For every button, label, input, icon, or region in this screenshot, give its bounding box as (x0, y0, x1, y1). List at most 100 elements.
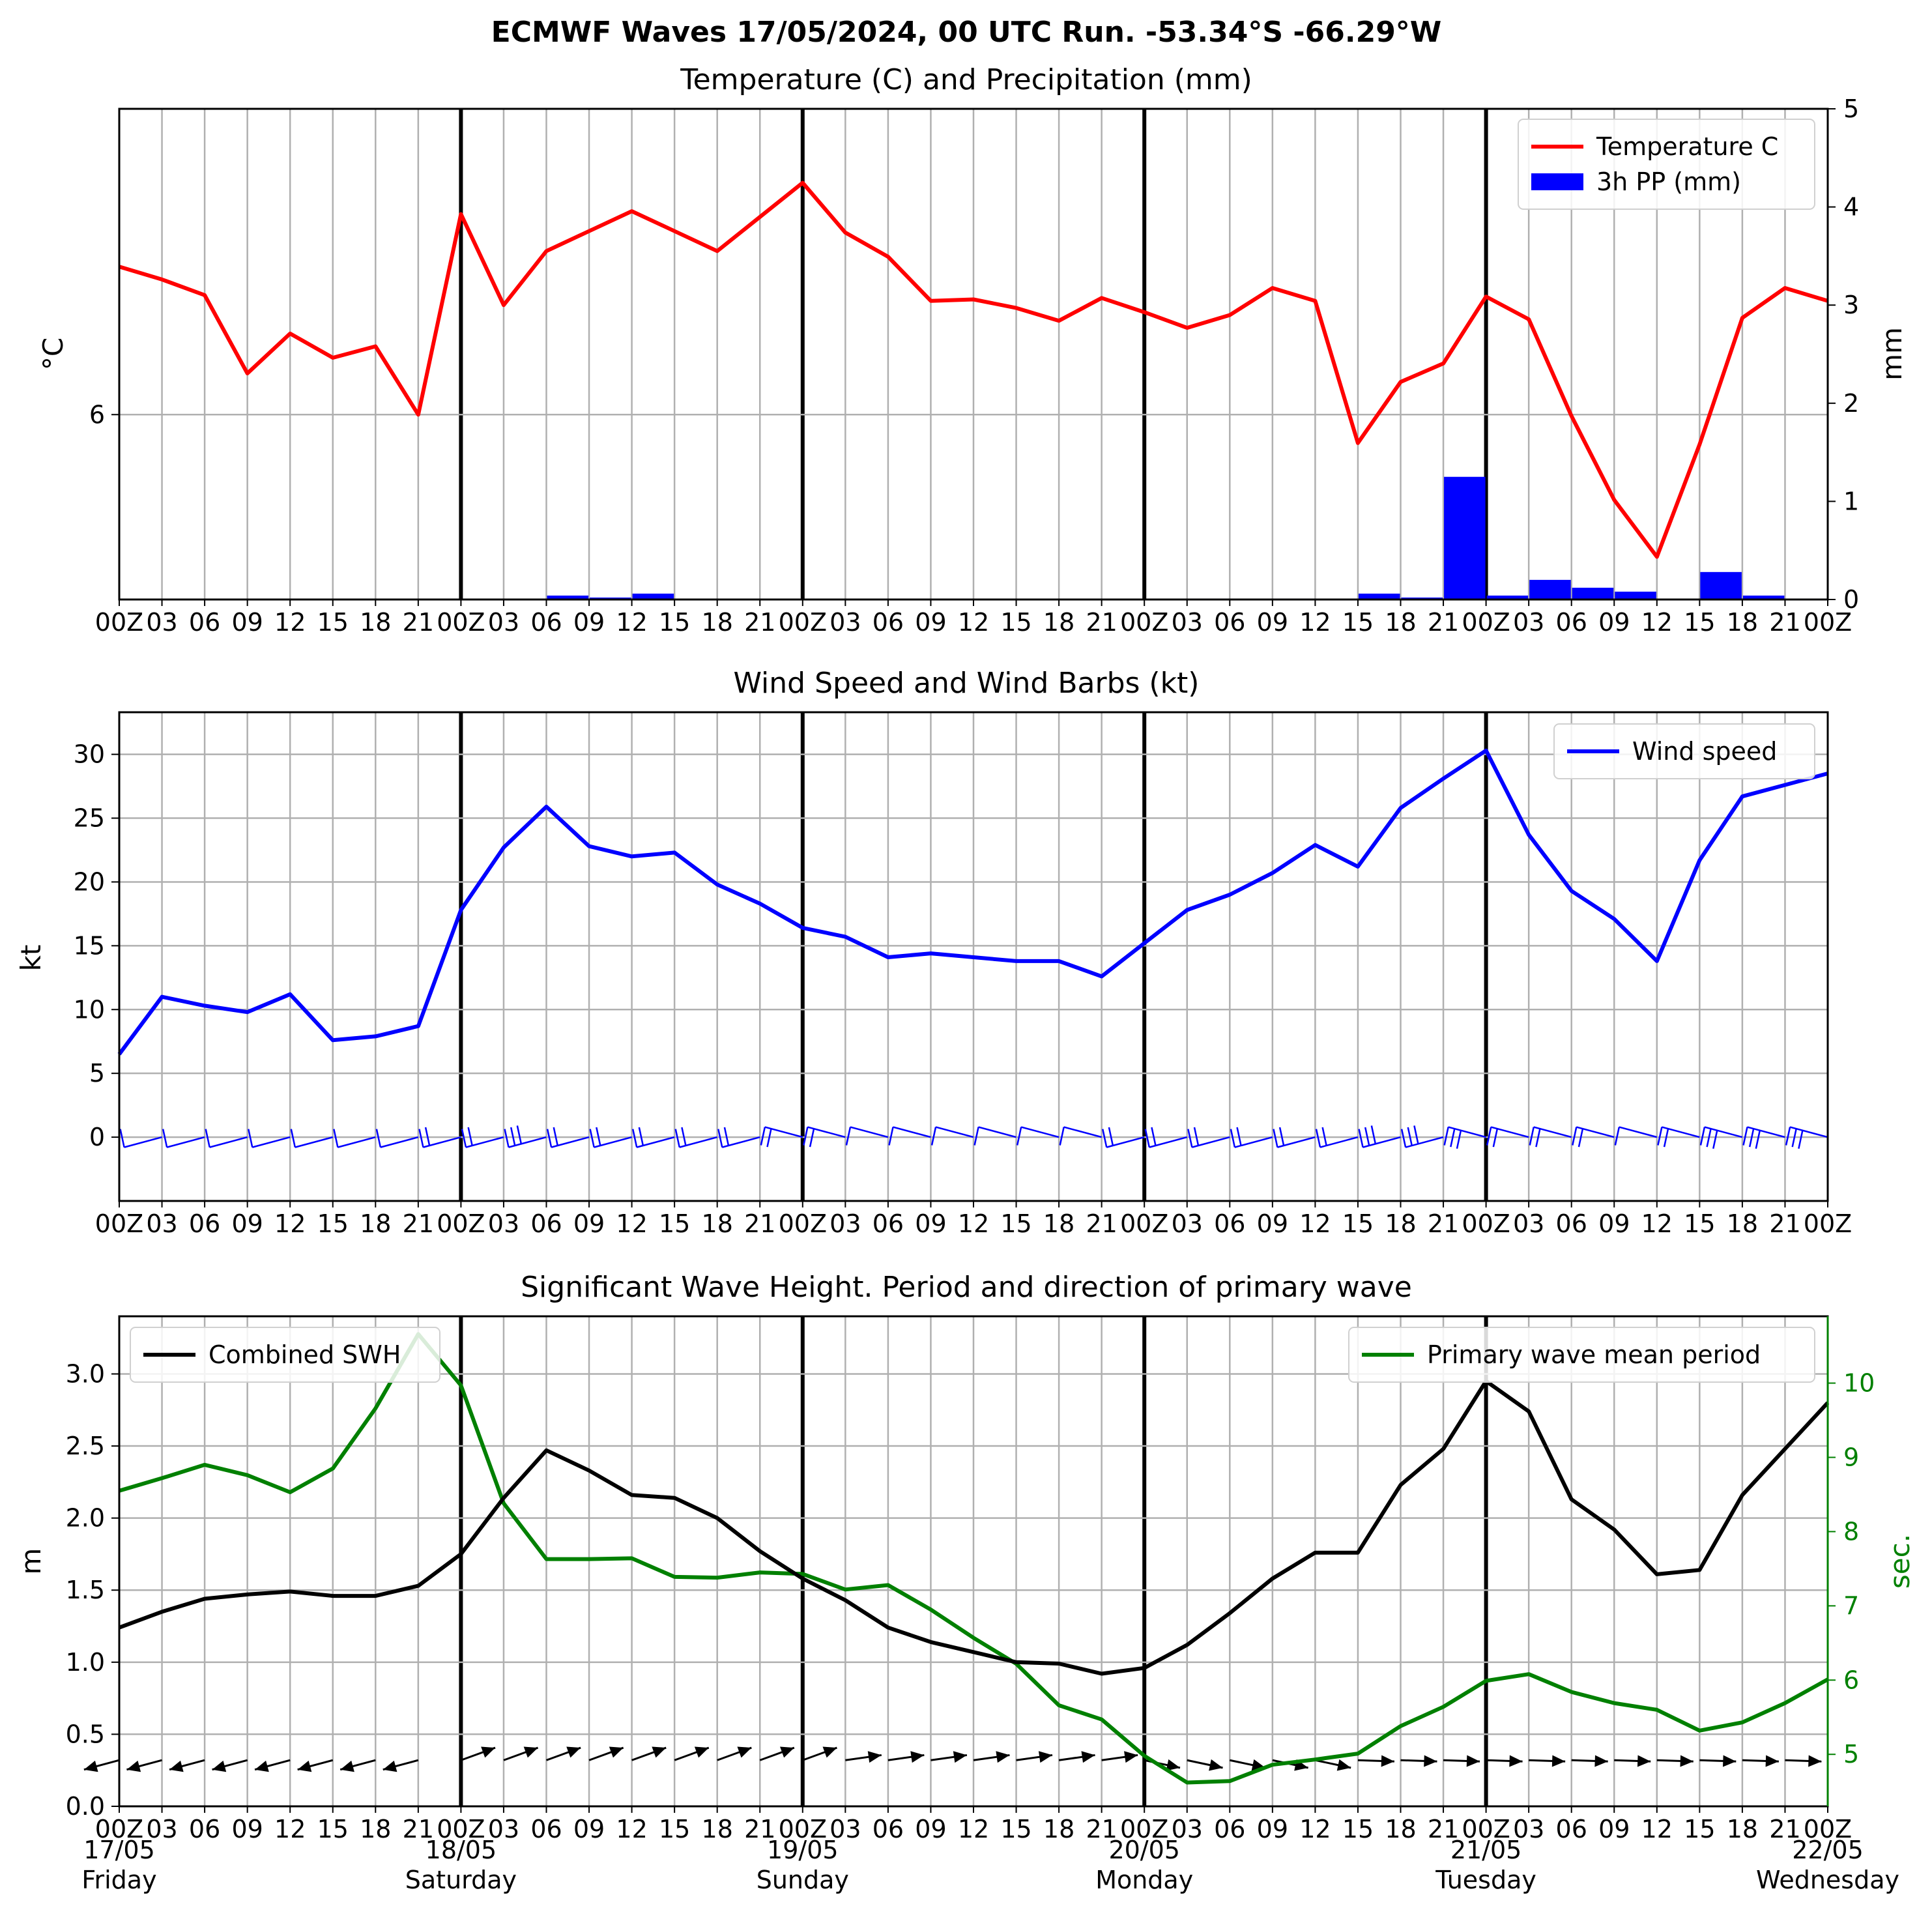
x-tick-label: 06 (530, 1815, 562, 1843)
wind-barb-flag (596, 1127, 601, 1146)
wind-barb (930, 1126, 974, 1146)
wave-arrow-head (566, 1746, 581, 1758)
x-tick-label: 00Z (1462, 608, 1510, 637)
wind-barb-flag (1273, 1129, 1278, 1148)
y-tick-label: 0.0 (66, 1792, 105, 1821)
x-tick-label: 09 (231, 608, 263, 637)
x-tick-label: 03 (1172, 608, 1203, 637)
wind-barb-flag (1486, 1127, 1492, 1146)
y-axis-label: m (15, 1548, 47, 1575)
x-tick-label: 18 (1043, 1815, 1074, 1843)
y2-tick-label: 2 (1843, 389, 1859, 418)
wave-arrow-head (340, 1760, 354, 1772)
wind-barb-flag (1535, 1128, 1541, 1148)
y2-tick-label: 6 (1843, 1666, 1859, 1694)
wind-barb-flag (1492, 1128, 1499, 1148)
precip-bar (1742, 595, 1785, 599)
wind-barb (1016, 1126, 1060, 1146)
wind-barb-flag (1108, 1127, 1114, 1146)
wind-barb (845, 1126, 889, 1146)
wind-barb-flag (1370, 1125, 1377, 1144)
wave-direction-arrow (382, 1759, 419, 1772)
x-tick-label: 15 (659, 1815, 690, 1843)
wave-direction-arrow (254, 1759, 291, 1772)
precip-bar (1529, 579, 1571, 599)
x-tick-label: 06 (530, 608, 562, 637)
wind-barb-flag (1798, 1130, 1804, 1149)
day-weekday-label: Saturday (405, 1866, 517, 1894)
wind-barb-shaft (1533, 1126, 1572, 1138)
wind-barb (1315, 1127, 1359, 1148)
x-tick-label: 09 (915, 608, 946, 637)
x-tick-label: 06 (1214, 1209, 1245, 1238)
x-tick-label: 00Z (1120, 1815, 1168, 1843)
x-tick-label: 09 (573, 608, 605, 637)
wind-barb-flag (1358, 1129, 1364, 1148)
y2-tick-label: 5 (1843, 1740, 1859, 1769)
y-axis-label: °C (37, 338, 69, 370)
y2-tick-label: 10 (1843, 1369, 1875, 1398)
x-tick-label: 18 (360, 1209, 391, 1238)
x-tick-label: 09 (231, 1209, 263, 1238)
x-tick-label: 15 (659, 1209, 690, 1238)
wind-barb (717, 1127, 760, 1148)
wave-arrow-head (1166, 1759, 1180, 1771)
wind-barb-flag (766, 1128, 772, 1148)
wave-arrow-head (523, 1746, 538, 1758)
wave-direction-arrow (1614, 1755, 1651, 1767)
wind-barb-flag (418, 1129, 424, 1148)
wind-barb (1529, 1126, 1572, 1148)
day-date-label: 17/05 (83, 1836, 155, 1864)
wave-arrow-head (1680, 1755, 1694, 1767)
wave-arrow-head (1466, 1755, 1480, 1767)
day-date-label: 22/05 (1792, 1836, 1864, 1864)
x-tick-label: 00Z (1804, 1815, 1852, 1843)
precip-bar (1444, 476, 1486, 599)
wind-barb-shaft (764, 1126, 803, 1138)
wind-barb-flag (1529, 1127, 1535, 1146)
wave-arrow-head (1124, 1751, 1138, 1763)
x-tick-label: 03 (829, 608, 861, 637)
x-tick-label: 12 (616, 1815, 647, 1843)
x-tick-label: 06 (189, 1815, 220, 1843)
wind-barb-flag (1456, 1130, 1462, 1149)
wave-direction-arrow (126, 1759, 162, 1772)
day-weekday-label: Monday (1095, 1866, 1193, 1894)
y-tick-label: 20 (74, 867, 105, 896)
x-tick-label: 18 (1385, 1815, 1416, 1843)
wind-barb (760, 1126, 803, 1148)
x-tick-label: 21 (744, 1209, 775, 1238)
wave-direction-arrow (1443, 1755, 1480, 1767)
x-tick-label: 03 (488, 1815, 519, 1843)
wave-direction-arrow (169, 1759, 205, 1772)
wind-barb (1358, 1125, 1401, 1148)
y2-tick-label: 8 (1843, 1517, 1859, 1546)
wave-direction-arrow (1571, 1755, 1608, 1767)
x-tick-label: 18 (1385, 608, 1416, 637)
wind-barb-shaft (209, 1136, 248, 1148)
x-tick-label: 21 (403, 1209, 434, 1238)
wave-direction-arrow (83, 1759, 120, 1772)
wind-barb-flag (1699, 1127, 1706, 1146)
wind-barb-shaft (1789, 1126, 1828, 1138)
wind-barb-shaft (1192, 1136, 1230, 1148)
wind-barb (631, 1127, 675, 1148)
y-tick-label: 1.0 (66, 1648, 105, 1677)
wind-barb-flag (1230, 1129, 1236, 1148)
wind-barb-shaft (166, 1136, 205, 1148)
y-tick-label: 15 (74, 931, 105, 960)
wind-barb (461, 1127, 504, 1148)
y2-tick-label: 7 (1843, 1591, 1859, 1620)
wind-barb-flag (723, 1127, 730, 1146)
x-tick-label: 21 (1769, 1209, 1800, 1238)
wind-barb-shaft (252, 1136, 291, 1148)
x-tick-label: 18 (702, 1815, 733, 1843)
wind-barb-flag (461, 1129, 467, 1148)
x-tick-label: 15 (1342, 608, 1374, 637)
day-weekday-label: Wednesday (1756, 1866, 1899, 1894)
wave-arrow-head (867, 1751, 882, 1763)
x-tick-label: 09 (1598, 608, 1630, 637)
x-tick-label: 15 (1000, 1815, 1031, 1843)
x-tick-label: 12 (1641, 1209, 1673, 1238)
